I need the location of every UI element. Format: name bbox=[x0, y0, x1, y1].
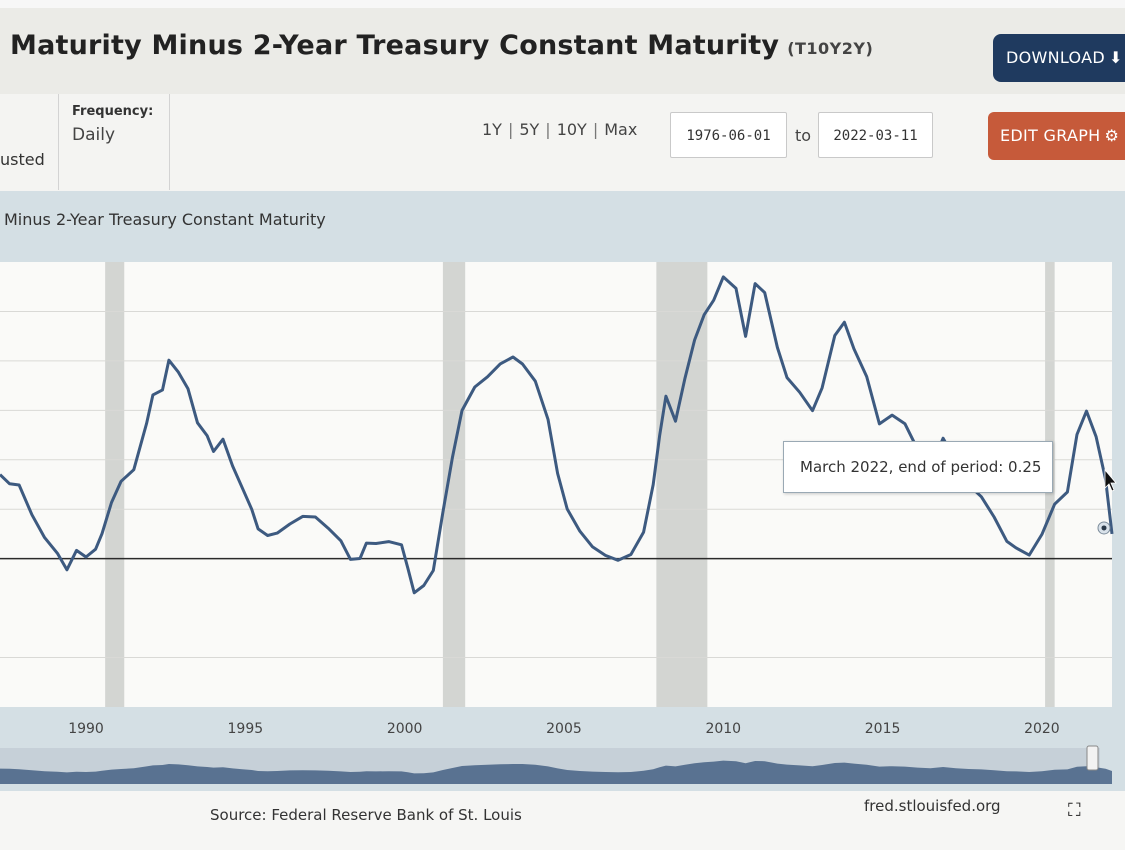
series-line[interactable] bbox=[0, 275, 1114, 595]
range-separator: | bbox=[592, 120, 599, 139]
recession-band bbox=[442, 262, 466, 707]
chart-tooltip: March 2022, end of period: 0.25 bbox=[783, 441, 1053, 493]
source-text: Source: Federal Reserve Bank of St. Loui… bbox=[210, 806, 522, 824]
x-tick-label: 2015 bbox=[865, 721, 901, 737]
edit-graph-label: EDIT GRAPH bbox=[1000, 126, 1101, 145]
series-title-text: Maturity Minus 2-Year Treasury Constant … bbox=[10, 30, 780, 61]
download-button[interactable]: DOWNLOAD ⬇ bbox=[993, 34, 1125, 82]
site-link[interactable]: fred.stlouisfed.org bbox=[864, 797, 1001, 815]
series-title: Maturity Minus 2-Year Treasury Constant … bbox=[10, 30, 873, 61]
range-separator: | bbox=[507, 120, 514, 139]
start-date-input[interactable]: 1976-06-01 bbox=[670, 112, 787, 158]
grid-lines bbox=[0, 310, 1112, 659]
units-value: usted bbox=[0, 150, 45, 169]
range-links: 1Y | 5Y | 10Y | Max bbox=[482, 120, 637, 139]
frequency-box bbox=[58, 94, 170, 190]
x-tick-label: 1995 bbox=[228, 721, 264, 737]
cursor-icon bbox=[1104, 468, 1117, 492]
range-link-1y[interactable]: 1Y bbox=[482, 120, 502, 139]
range-link-max[interactable]: Max bbox=[604, 120, 638, 139]
fullscreen-icon[interactable]: ⛶ bbox=[1068, 800, 1081, 821]
top-edge bbox=[0, 0, 1125, 8]
x-tick-label: 2010 bbox=[705, 721, 741, 737]
x-axis-ticks: 1990 1995 2000 2005 2010 2015 2020 bbox=[68, 721, 1060, 737]
range-separator: | bbox=[545, 120, 551, 139]
recession-band bbox=[656, 262, 708, 707]
chart-title: Minus 2-Year Treasury Constant Maturity bbox=[4, 210, 326, 229]
navigator-series bbox=[0, 760, 1112, 784]
x-tick-label: 2005 bbox=[546, 721, 582, 737]
edit-graph-button[interactable]: EDIT GRAPH ⚙ bbox=[988, 112, 1125, 160]
source-row bbox=[0, 791, 1125, 850]
download-icon: ⬇ bbox=[1109, 48, 1123, 67]
series-header bbox=[0, 8, 1125, 94]
navigator-handle[interactable] bbox=[1086, 745, 1099, 771]
frequency-value: Daily bbox=[72, 125, 116, 145]
graph-controls bbox=[0, 94, 1125, 191]
x-tick-label: 2000 bbox=[387, 721, 423, 737]
gear-icon: ⚙ bbox=[1104, 126, 1120, 145]
x-tick-label: 2020 bbox=[1024, 721, 1060, 737]
hover-marker-dot bbox=[1101, 525, 1107, 531]
to-label: to bbox=[795, 126, 812, 145]
download-label: DOWNLOAD bbox=[1006, 48, 1106, 67]
range-link-10y[interactable]: 10Y bbox=[556, 120, 587, 139]
end-date-input[interactable]: 2022-03-11 bbox=[818, 112, 933, 158]
range-link-5y[interactable]: 5Y bbox=[519, 120, 540, 139]
x-tick-label: 1990 bbox=[68, 721, 104, 737]
frequency-label: Frequency: bbox=[72, 104, 154, 119]
recession-band bbox=[105, 262, 125, 707]
series-id: (T10Y2Y) bbox=[787, 39, 874, 58]
